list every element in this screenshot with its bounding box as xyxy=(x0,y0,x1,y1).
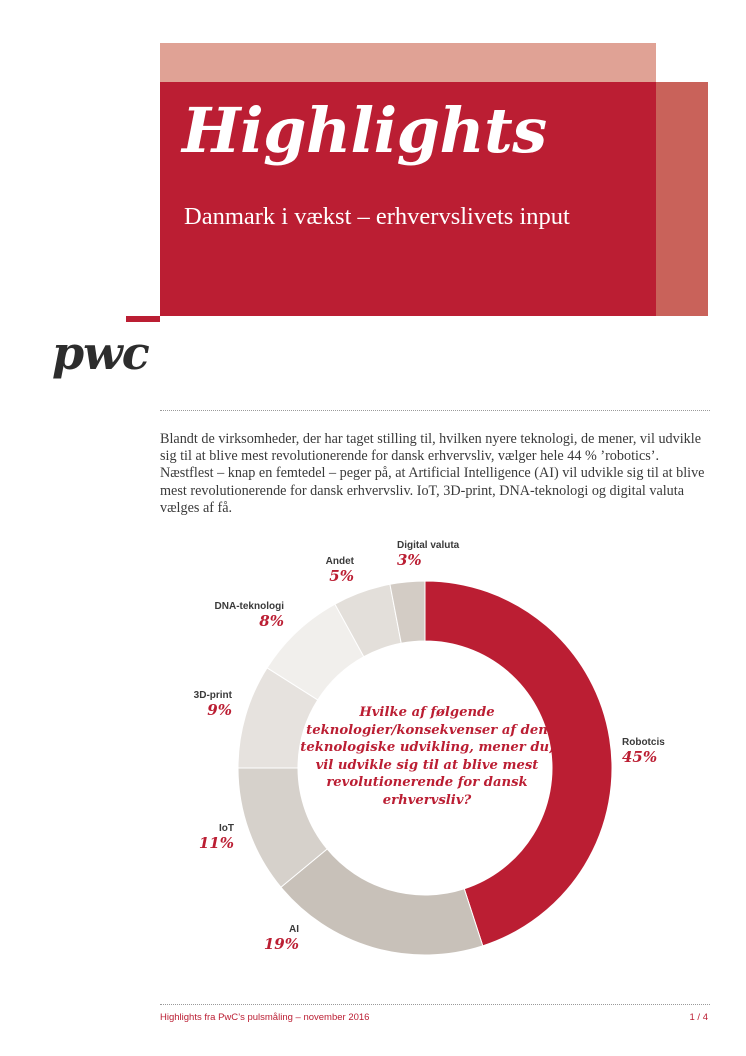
header-tick-mark xyxy=(126,316,160,322)
slice-label-percent: 5% xyxy=(329,567,354,585)
slice-label-name: 3D-print xyxy=(193,690,232,701)
page-title: Highlights xyxy=(182,94,547,167)
slice-label-name: DNA-teknologi xyxy=(214,601,284,612)
slice-label-name: Andet xyxy=(325,556,354,567)
slice-label-name: Digital valuta xyxy=(397,540,460,551)
slice-label-digital-valuta: Digital valuta 3% xyxy=(397,540,459,569)
slice-label-andet: Andet 5% xyxy=(326,556,354,585)
header-side-band xyxy=(656,82,708,316)
slice-label-percent: 11% xyxy=(198,834,234,852)
slice-label-dna-teknologi: DNA-teknologi 8% xyxy=(215,601,284,630)
donut-slice-robotcis xyxy=(424,581,612,947)
header-banner xyxy=(160,82,656,316)
donut-chart xyxy=(238,581,612,955)
donut-slice-ai xyxy=(280,848,484,955)
page-number: 1 / 4 xyxy=(689,1012,709,1023)
slice-label-name: IoT xyxy=(219,823,234,834)
header-accent-band xyxy=(160,43,656,82)
chart-question: Hvilke af følgende teknologier/konsekven… xyxy=(300,705,554,808)
pwc-logo: pwc xyxy=(52,326,150,380)
divider xyxy=(160,410,710,411)
slice-label-percent: 8% xyxy=(259,612,284,630)
slice-label-name: AI xyxy=(289,924,299,935)
slice-label-iot: IoT 11% xyxy=(199,823,234,852)
slice-label-percent: 3% xyxy=(397,551,422,569)
slice-label-ai: AI 19% xyxy=(264,924,299,953)
footer-divider xyxy=(160,1004,710,1005)
donut-slice-iot xyxy=(238,767,328,888)
donut-slice-digital-valuta xyxy=(389,581,426,644)
footer-text: Highlights fra PwC’s pulsmåling – novemb… xyxy=(160,1012,370,1023)
intro-paragraph: Blandt de virksomheder, der har taget st… xyxy=(160,431,705,516)
slice-label-name: Robotcis xyxy=(622,737,665,748)
page-subtitle: Danmark i vækst – erhvervslivets input xyxy=(184,203,570,230)
slice-label-robotics: Robotcis 45% xyxy=(622,737,665,766)
slice-label-percent: 19% xyxy=(263,935,299,953)
slice-label-percent: 45% xyxy=(622,748,658,766)
slice-label-3d-print: 3D-print 9% xyxy=(194,690,232,719)
slice-label-percent: 9% xyxy=(207,701,232,719)
